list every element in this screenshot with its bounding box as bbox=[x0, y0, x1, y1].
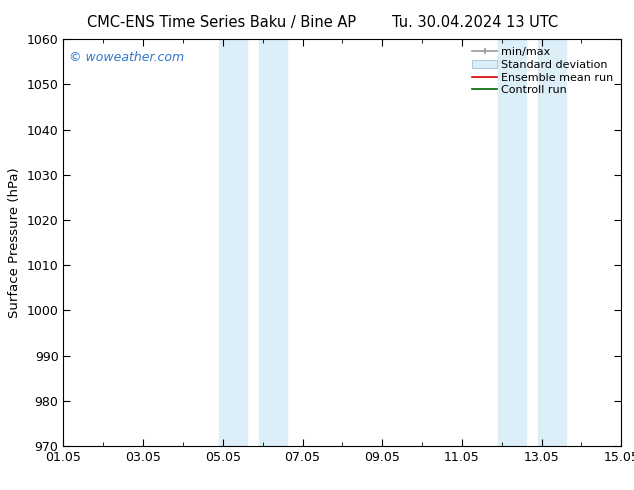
Bar bbox=[219, 39, 247, 446]
Bar bbox=[259, 39, 287, 446]
Legend: min/max, Standard deviation, Ensemble mean run, Controll run: min/max, Standard deviation, Ensemble me… bbox=[470, 45, 616, 98]
Bar bbox=[538, 39, 566, 446]
Text: CMC-ENS Time Series Baku / Bine AP: CMC-ENS Time Series Baku / Bine AP bbox=[87, 15, 356, 30]
Bar bbox=[498, 39, 526, 446]
Text: Tu. 30.04.2024 13 UTC: Tu. 30.04.2024 13 UTC bbox=[392, 15, 559, 30]
Y-axis label: Surface Pressure (hPa): Surface Pressure (hPa) bbox=[8, 167, 21, 318]
Text: © woweather.com: © woweather.com bbox=[69, 51, 184, 64]
